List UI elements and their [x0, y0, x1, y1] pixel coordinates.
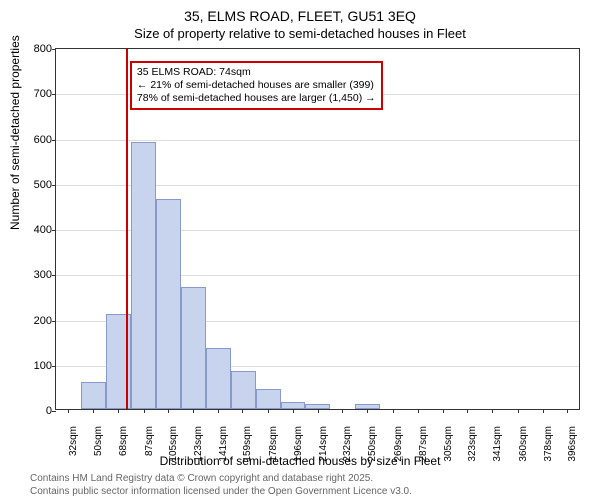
- y-tick-label: 700: [26, 88, 52, 100]
- x-tick-mark: [193, 409, 194, 413]
- y-axis-label: Number of semi-detached properties: [8, 35, 22, 230]
- y-tick-mark: [52, 140, 56, 141]
- footer-line-1: Contains HM Land Registry data © Crown c…: [30, 472, 412, 485]
- x-tick-mark: [367, 409, 368, 413]
- histogram-bar: [281, 402, 306, 409]
- x-tick-mark: [342, 409, 343, 413]
- x-tick-mark: [218, 409, 219, 413]
- annotation-line: ← 21% of semi-detached houses are smalle…: [137, 79, 376, 92]
- y-tick-mark: [52, 321, 56, 322]
- x-tick-mark: [118, 409, 119, 413]
- y-tick-mark: [52, 185, 56, 186]
- x-tick-mark: [443, 409, 444, 413]
- y-tick-mark: [52, 275, 56, 276]
- annotation-line: 35 ELMS ROAD: 74sqm: [137, 66, 376, 79]
- y-tick-mark: [52, 411, 56, 412]
- y-tick-mark: [52, 94, 56, 95]
- y-tick-label: 600: [26, 134, 52, 146]
- histogram-bar: [206, 348, 231, 409]
- histogram-bar: [181, 287, 206, 409]
- y-gridline: [56, 140, 579, 141]
- y-tick-label: 400: [26, 224, 52, 236]
- x-tick-mark: [268, 409, 269, 413]
- x-axis-label: Distribution of semi-detached houses by …: [0, 454, 600, 468]
- x-tick-mark: [518, 409, 519, 413]
- x-tick-mark: [168, 409, 169, 413]
- x-tick-mark: [543, 409, 544, 413]
- chart-plot-area: 010020030040050060070080032sqm50sqm68sqm…: [55, 48, 580, 410]
- y-tick-label: 800: [26, 43, 52, 55]
- chart-title-sub: Size of property relative to semi-detach…: [0, 24, 600, 41]
- footer-line-2: Contains public sector information licen…: [30, 485, 412, 498]
- annotation-line: 78% of semi-detached houses are larger (…: [137, 92, 376, 105]
- histogram-bar: [256, 389, 281, 409]
- x-tick-mark: [393, 409, 394, 413]
- x-tick-mark: [293, 409, 294, 413]
- y-tick-mark: [52, 366, 56, 367]
- histogram-bar: [81, 382, 106, 409]
- x-tick-mark: [68, 409, 69, 413]
- y-tick-mark: [52, 230, 56, 231]
- x-tick-mark: [318, 409, 319, 413]
- y-tick-label: 100: [26, 360, 52, 372]
- x-tick-mark: [242, 409, 243, 413]
- chart-title-main: 35, ELMS ROAD, FLEET, GU51 3EQ: [0, 0, 600, 24]
- reference-line: [126, 49, 128, 409]
- x-tick-mark: [567, 409, 568, 413]
- histogram-bar: [305, 404, 330, 409]
- histogram-bar: [131, 142, 156, 409]
- annotation-box: 35 ELMS ROAD: 74sqm← 21% of semi-detache…: [130, 61, 383, 110]
- attribution-footer: Contains HM Land Registry data © Crown c…: [30, 472, 412, 498]
- x-tick-mark: [467, 409, 468, 413]
- histogram-bar: [156, 199, 181, 409]
- x-tick-mark: [144, 409, 145, 413]
- histogram-bar: [231, 371, 256, 409]
- x-tick-mark: [492, 409, 493, 413]
- y-tick-label: 0: [26, 405, 52, 417]
- y-tick-label: 500: [26, 179, 52, 191]
- y-tick-label: 300: [26, 269, 52, 281]
- histogram-bar: [355, 404, 380, 409]
- x-tick-mark: [418, 409, 419, 413]
- y-tick-mark: [52, 49, 56, 50]
- x-tick-mark: [93, 409, 94, 413]
- y-tick-label: 200: [26, 315, 52, 327]
